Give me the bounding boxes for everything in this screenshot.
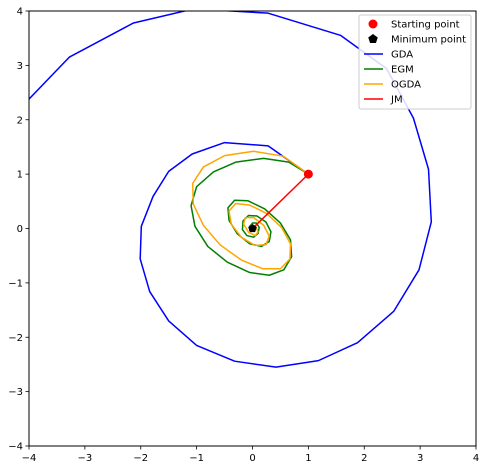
y-tick-label: −2 (8, 333, 23, 344)
series-line-egm (190, 157, 309, 277)
x-tick-label: 0 (249, 453, 255, 464)
series-line-gda (29, 11, 433, 368)
legend-label: OGDA (391, 80, 421, 91)
legend-label: Minimum point (391, 35, 466, 46)
y-tick-label: 4 (17, 7, 23, 18)
legend-label: Starting point (391, 20, 460, 31)
x-tick-label: −2 (133, 453, 148, 464)
x-tick-label: −4 (22, 453, 37, 464)
series-line-jm (251, 173, 309, 230)
legend-label: GDA (391, 50, 413, 61)
legend: Starting point Minimum point GDA EGM OGDA JM (358, 14, 472, 110)
series-line-ogda (191, 150, 309, 270)
y-tick-label: 0 (17, 224, 23, 235)
y-tick-label: 3 (17, 61, 23, 72)
x-tick-label: −3 (78, 453, 93, 464)
x-tick-label: 1 (305, 453, 311, 464)
legend-label: JM (390, 95, 403, 106)
legend-marker-minimum-point (368, 34, 378, 44)
x-tick-label: 4 (473, 453, 479, 464)
x-tick-label: 2 (361, 453, 367, 464)
legend-box (358, 14, 472, 110)
minimum-point-marker (248, 224, 257, 233)
y-tick-label: 2 (17, 115, 23, 126)
legend-label: EGM (391, 65, 414, 76)
x-tick-label: 3 (417, 453, 423, 464)
plot-frame (28, 10, 477, 447)
y-tick-label: −4 (8, 442, 23, 453)
points-layer (248, 169, 313, 233)
legend-marker-starting-point (368, 19, 378, 29)
x-tick-label: −1 (189, 453, 204, 464)
y-tick-label: −1 (8, 278, 23, 289)
starting-point-marker (303, 169, 313, 179)
y-tick-label: 1 (17, 170, 23, 181)
series-layer (29, 11, 433, 368)
y-tick-label: −3 (8, 387, 23, 398)
axis-ticks: −4 −3 −2 −1 0 1 2 3 4 −4 −3 −2 −1 0 1 2 3 4 (8, 7, 479, 465)
